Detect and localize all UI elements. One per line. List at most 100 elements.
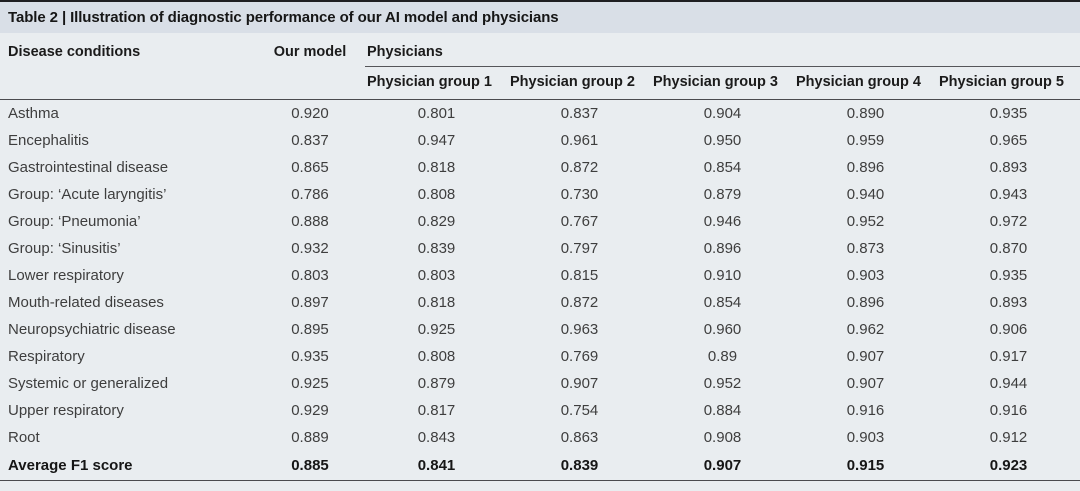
value-cell: 0.972: [989, 213, 1028, 230]
column-header-physician-group-1: Physician group 1: [365, 66, 508, 100]
condition-cell: Root: [8, 429, 40, 446]
value-cell: 0.889: [291, 429, 329, 446]
value-cell: 0.947: [417, 132, 456, 149]
value-cell: 0.910: [703, 267, 742, 284]
value-cell: 0.897: [291, 294, 329, 311]
value-cell: 0.963: [560, 321, 599, 338]
value-cell: 0.952: [703, 375, 742, 392]
value-cell: 0.923: [937, 451, 1080, 481]
value-cell: 0.801: [417, 105, 456, 122]
condition-cell: Mouth-related diseases: [8, 294, 164, 311]
condition-cell: Group: ‘Acute laryngitis’: [8, 186, 167, 203]
value-cell: 0.907: [846, 348, 885, 365]
value-cell: 0.940: [846, 186, 885, 203]
condition-cell: Lower respiratory: [8, 267, 124, 284]
condition-cell: Upper respiratory: [8, 402, 124, 419]
value-cell: 0.903: [846, 267, 885, 284]
value-cell: 0.854: [703, 294, 742, 311]
condition-cell: Group: ‘Pneumonia’: [8, 213, 141, 230]
value-cell: 0.884: [703, 402, 742, 419]
value-cell: 0.932: [291, 240, 329, 257]
value-cell: 0.952: [846, 213, 885, 230]
value-cell: 0.929: [291, 402, 329, 419]
condition-cell: Encephalitis: [8, 132, 89, 149]
value-cell: 0.873: [846, 240, 885, 257]
value-cell: 0.893: [989, 159, 1028, 176]
column-header-physician-group-3: Physician group 3: [651, 66, 794, 100]
value-cell: 0.797: [560, 240, 599, 257]
value-cell: 0.915: [794, 451, 937, 481]
value-cell: 0.888: [291, 213, 329, 230]
value-cell: 0.907: [846, 375, 885, 392]
value-cell: 0.916: [846, 402, 885, 419]
value-cell: 0.879: [703, 186, 742, 203]
condition-cell: Average F1 score: [0, 451, 255, 481]
column-header-disease-conditions: Disease conditions: [0, 33, 255, 100]
value-cell: 0.817: [417, 402, 456, 419]
table-body: Asthma 0.920 0.801 0.837 0.904 0.890 0.9…: [0, 100, 1080, 481]
value-cell: 0.925: [291, 375, 329, 392]
value-cell: 0.907: [651, 451, 794, 481]
value-cell: 0.818: [417, 294, 456, 311]
table-row: Neuropsychiatric disease 0.895 0.925 0.9…: [0, 316, 1080, 343]
value-cell: 0.839: [508, 451, 651, 481]
table-row: Respiratory 0.935 0.808 0.769 0.89 0.907…: [0, 343, 1080, 370]
table-title-bar: Table 2 | Illustration of diagnostic per…: [0, 2, 1080, 33]
table-row: Lower respiratory 0.803 0.803 0.815 0.91…: [0, 262, 1080, 289]
value-cell: 0.815: [560, 267, 599, 284]
value-cell: 0.865: [291, 159, 329, 176]
value-cell: 0.893: [989, 294, 1028, 311]
condition-cell: Neuropsychiatric disease: [8, 321, 176, 338]
column-header-physician-group-2: Physician group 2: [508, 66, 651, 100]
value-cell: 0.916: [989, 402, 1028, 419]
value-cell: 0.872: [560, 159, 599, 176]
table-row: Gastrointestinal disease 0.865 0.818 0.8…: [0, 154, 1080, 181]
table-row: Group: ‘Sinusitis’ 0.932 0.839 0.797 0.8…: [0, 235, 1080, 262]
condition-cell: Gastrointestinal disease: [8, 159, 169, 176]
value-cell: 0.912: [989, 429, 1028, 446]
value-cell: 0.843: [417, 429, 456, 446]
condition-cell: Systemic or generalized: [8, 375, 169, 392]
value-cell: 0.896: [703, 240, 742, 257]
value-cell: 0.803: [291, 267, 329, 284]
column-group-header-physicians: Physicians: [365, 33, 1080, 67]
value-cell: 0.863: [560, 429, 599, 446]
value-cell: 0.944: [989, 375, 1028, 392]
table-row: Upper respiratory 0.929 0.817 0.754 0.88…: [0, 397, 1080, 424]
column-header-our-model: Our model: [255, 33, 365, 100]
value-cell: 0.904: [703, 105, 742, 122]
value-cell: 0.935: [989, 267, 1028, 284]
value-cell: 0.829: [417, 213, 456, 230]
table-row: Asthma 0.920 0.801 0.837 0.904 0.890 0.9…: [0, 100, 1080, 128]
table-row-average: Average F1 score 0.885 0.841 0.839 0.907…: [0, 451, 1080, 481]
table-title: Table 2 | Illustration of diagnostic per…: [8, 9, 559, 26]
value-cell: 0.872: [560, 294, 599, 311]
value-cell: 0.895: [291, 321, 329, 338]
value-cell: 0.885: [255, 451, 365, 481]
value-cell: 0.89: [707, 348, 738, 365]
table-row: Encephalitis 0.837 0.947 0.961 0.950 0.9…: [0, 127, 1080, 154]
condition-cell: Group: ‘Sinusitis’: [8, 240, 121, 257]
value-cell: 0.730: [560, 186, 599, 203]
value-cell: 0.767: [560, 213, 599, 230]
column-header-physician-group-4: Physician group 4: [794, 66, 937, 100]
value-cell: 0.854: [703, 159, 742, 176]
table-header: Disease conditions Our model Physicians …: [0, 33, 1080, 100]
table-row: Mouth-related diseases 0.897 0.818 0.872…: [0, 289, 1080, 316]
value-cell: 0.962: [846, 321, 885, 338]
value-cell: 0.959: [846, 132, 885, 149]
value-cell: 0.907: [560, 375, 599, 392]
value-cell: 0.943: [989, 186, 1028, 203]
value-cell: 0.960: [703, 321, 742, 338]
value-cell: 0.890: [846, 105, 885, 122]
value-cell: 0.917: [989, 348, 1028, 365]
value-cell: 0.925: [417, 321, 456, 338]
value-cell: 0.920: [291, 105, 329, 122]
value-cell: 0.808: [417, 186, 456, 203]
value-cell: 0.769: [560, 348, 599, 365]
table-row: Systemic or generalized 0.925 0.879 0.90…: [0, 370, 1080, 397]
value-cell: 0.935: [989, 105, 1028, 122]
value-cell: 0.896: [846, 159, 885, 176]
value-cell: 0.879: [417, 375, 456, 392]
